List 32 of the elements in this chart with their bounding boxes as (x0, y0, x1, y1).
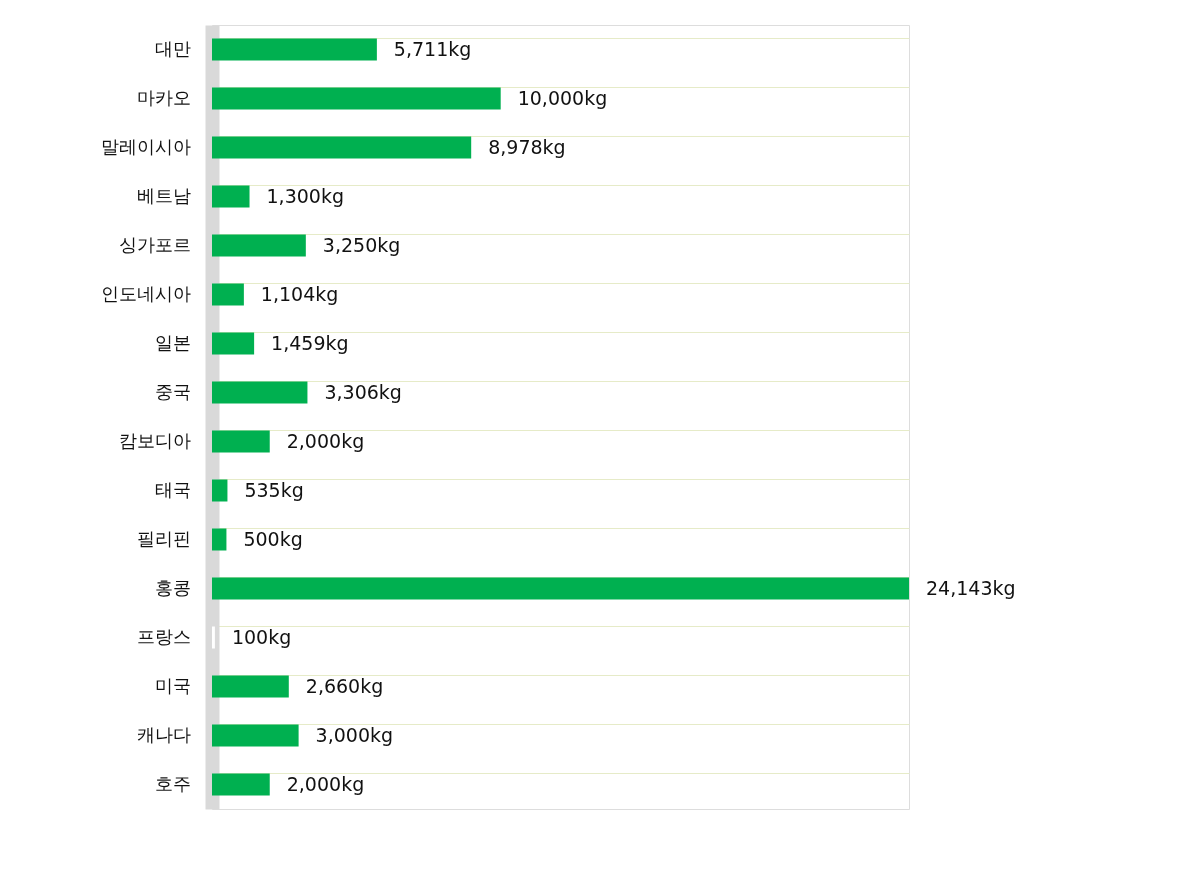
data-label: 1,104kg (260, 282, 339, 305)
data-label: 3,306kg (324, 380, 402, 403)
y-tick-label: 캄보디아 (118, 429, 191, 451)
data-label: 10,000kg (517, 86, 608, 109)
data-label: 5,711kg (393, 37, 472, 60)
data-label: 1,300kg (266, 184, 344, 207)
y-tick-label: 필리핀 (136, 527, 191, 549)
y-tick-label: 호주 (154, 772, 191, 794)
y-tick-label: 미국 (154, 674, 191, 696)
y-tick-label: 태국 (154, 478, 191, 500)
y-tick-label: 캐나다 (136, 723, 191, 745)
y-tick-label: 일본 (154, 331, 191, 353)
data-label: 8,978kg (488, 135, 566, 158)
y-tick-label: 인도네시아 (100, 282, 191, 304)
data-label: 100kg (231, 625, 292, 648)
y-tick-label: 대만 (154, 37, 191, 59)
data-label: 2,660kg (305, 674, 384, 697)
data-label: 3,000kg (315, 723, 394, 746)
data-label: 500kg (243, 527, 303, 550)
data-label: 2,000kg (286, 772, 365, 795)
y-tick-label: 홍콩 (154, 576, 191, 598)
y-tick-label: 마카오 (136, 86, 191, 108)
data-label: 3,250kg (322, 233, 401, 256)
y-tick-label: 말레이시아 (100, 135, 191, 157)
data-label: 2,000kg (286, 429, 365, 452)
y-tick-label: 베트남 (136, 184, 191, 206)
data-label: 24,143kg (926, 576, 1016, 599)
data-label: 1,459kg (271, 331, 349, 354)
data-label: 535kg (244, 478, 304, 501)
y-tick-label: 싱가포르 (118, 233, 191, 255)
y-tick-label: 중국 (154, 380, 191, 402)
y-tick-label: 프랑스 (136, 625, 191, 647)
